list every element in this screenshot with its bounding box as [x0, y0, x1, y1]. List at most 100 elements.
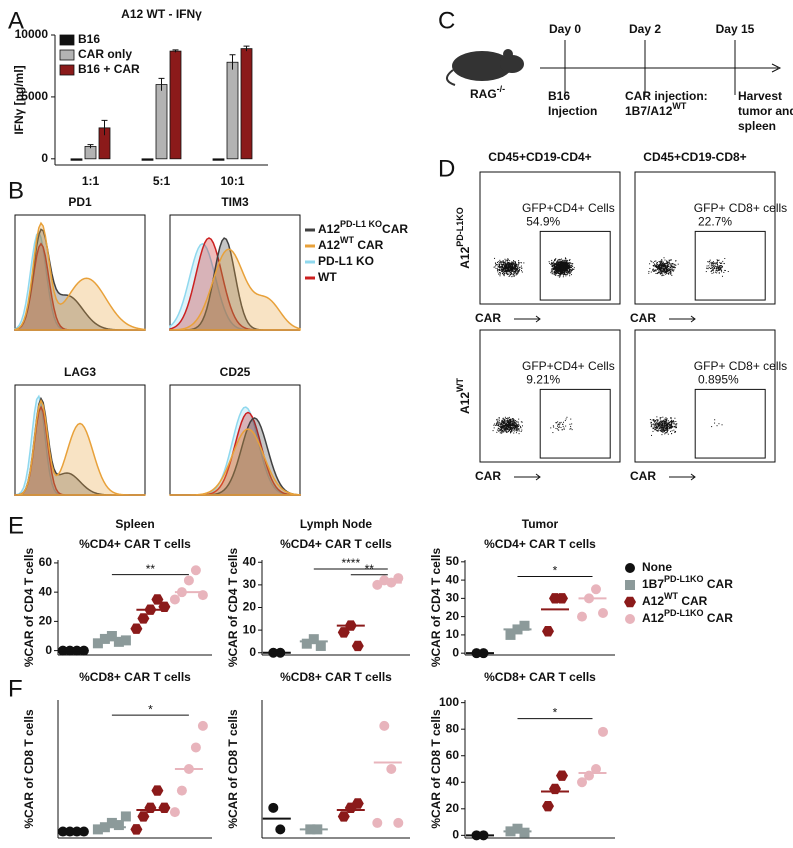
- event-dot: [714, 419, 716, 421]
- event-dot: [562, 269, 564, 271]
- legend-label: A12WT CAR: [642, 591, 708, 608]
- event-dot: [557, 263, 559, 265]
- event-dot: [674, 423, 676, 425]
- event-dot: [660, 261, 662, 263]
- event-dot: [662, 420, 664, 422]
- event-dot: [567, 268, 569, 270]
- event-dot: [559, 259, 561, 261]
- data-point: [505, 629, 516, 640]
- event-dot: [516, 430, 518, 432]
- event-dot: [567, 273, 569, 275]
- event-dot: [649, 263, 651, 265]
- event-dot: [662, 427, 664, 429]
- event-dot: [510, 421, 512, 423]
- event-dot: [655, 429, 657, 431]
- event-dot: [511, 273, 513, 275]
- event-dot: [565, 425, 567, 427]
- event-dot: [564, 267, 566, 269]
- event-dot: [666, 269, 668, 271]
- event-dot: [566, 268, 568, 270]
- event-dot: [718, 423, 720, 425]
- event-dot: [661, 427, 663, 429]
- event-dot: [517, 428, 519, 430]
- event-dot: [570, 268, 572, 270]
- event-dot: [508, 424, 510, 426]
- event-dot: [551, 273, 553, 275]
- event-dot: [497, 425, 499, 427]
- event-dot: [721, 275, 723, 277]
- event-dot: [508, 416, 510, 418]
- event-dot: [653, 420, 655, 422]
- event-dot: [550, 272, 552, 274]
- histogram-title: CD25: [220, 365, 251, 379]
- event-dot: [561, 264, 563, 266]
- event-dot: [515, 424, 517, 426]
- event-dot: [503, 418, 505, 420]
- event-dot: [655, 270, 657, 272]
- event-dot: [519, 425, 521, 427]
- event-dot: [570, 267, 572, 269]
- event-dot: [715, 268, 717, 270]
- event-dot: [563, 428, 565, 430]
- event-dot: [552, 269, 554, 271]
- event-dot: [556, 268, 558, 270]
- event-dot: [504, 262, 506, 264]
- y-tick-label: 80: [446, 721, 460, 735]
- event-dot: [570, 265, 572, 267]
- column-title: CD45+CD19-CD4+: [488, 150, 591, 164]
- event-dot: [667, 420, 669, 422]
- event-dot: [573, 268, 575, 270]
- event-dot: [714, 266, 716, 268]
- event-dot: [498, 428, 500, 430]
- event-dot: [717, 260, 719, 262]
- event-dot: [559, 263, 561, 265]
- event-dot: [509, 268, 511, 270]
- event-dot: [498, 421, 500, 423]
- y-tick-label: 5000: [21, 89, 48, 103]
- data-point: [591, 584, 601, 595]
- event-dot: [668, 261, 670, 263]
- event-dot: [662, 425, 664, 427]
- event-dot: [500, 428, 502, 430]
- event-dot: [499, 275, 501, 277]
- event-dot: [717, 269, 719, 271]
- event-dot: [712, 263, 714, 265]
- event-dot: [562, 272, 564, 274]
- superscript: PD-L1KO: [664, 574, 704, 584]
- event-dot: [513, 270, 515, 272]
- text-part: A12: [318, 238, 340, 252]
- data-point: [151, 594, 164, 605]
- event-dot: [563, 273, 565, 275]
- data-point: [268, 802, 279, 813]
- event-dot: [662, 261, 664, 263]
- event-dot: [516, 273, 518, 275]
- event-dot: [659, 428, 661, 430]
- event-dot: [565, 259, 567, 261]
- event-dot: [510, 423, 512, 425]
- legend-swatch: [59, 34, 75, 46]
- event-dot: [658, 422, 660, 424]
- event-dot: [673, 423, 675, 425]
- event-dot: [659, 424, 661, 426]
- y-tick-label: 0: [249, 645, 256, 659]
- event-dot: [506, 268, 508, 270]
- y-tick-label: 20: [243, 600, 257, 614]
- event-dot: [665, 262, 667, 264]
- event-dot: [562, 260, 564, 262]
- event-dot: [502, 272, 504, 274]
- event-dot: [666, 426, 668, 428]
- event-dot: [665, 270, 667, 272]
- event-dot: [656, 261, 658, 263]
- event-dot: [511, 267, 513, 269]
- significance-label: ****: [341, 556, 360, 570]
- event-dot: [499, 259, 501, 261]
- event-dot: [516, 264, 518, 266]
- legend-label: B16: [78, 32, 100, 46]
- event-dot: [554, 259, 556, 261]
- event-dot: [669, 424, 671, 426]
- text-part: CAR: [382, 222, 408, 236]
- event-dot: [507, 422, 509, 424]
- event-dot: [718, 270, 720, 272]
- event-dot: [509, 275, 511, 277]
- data-point: [197, 720, 208, 731]
